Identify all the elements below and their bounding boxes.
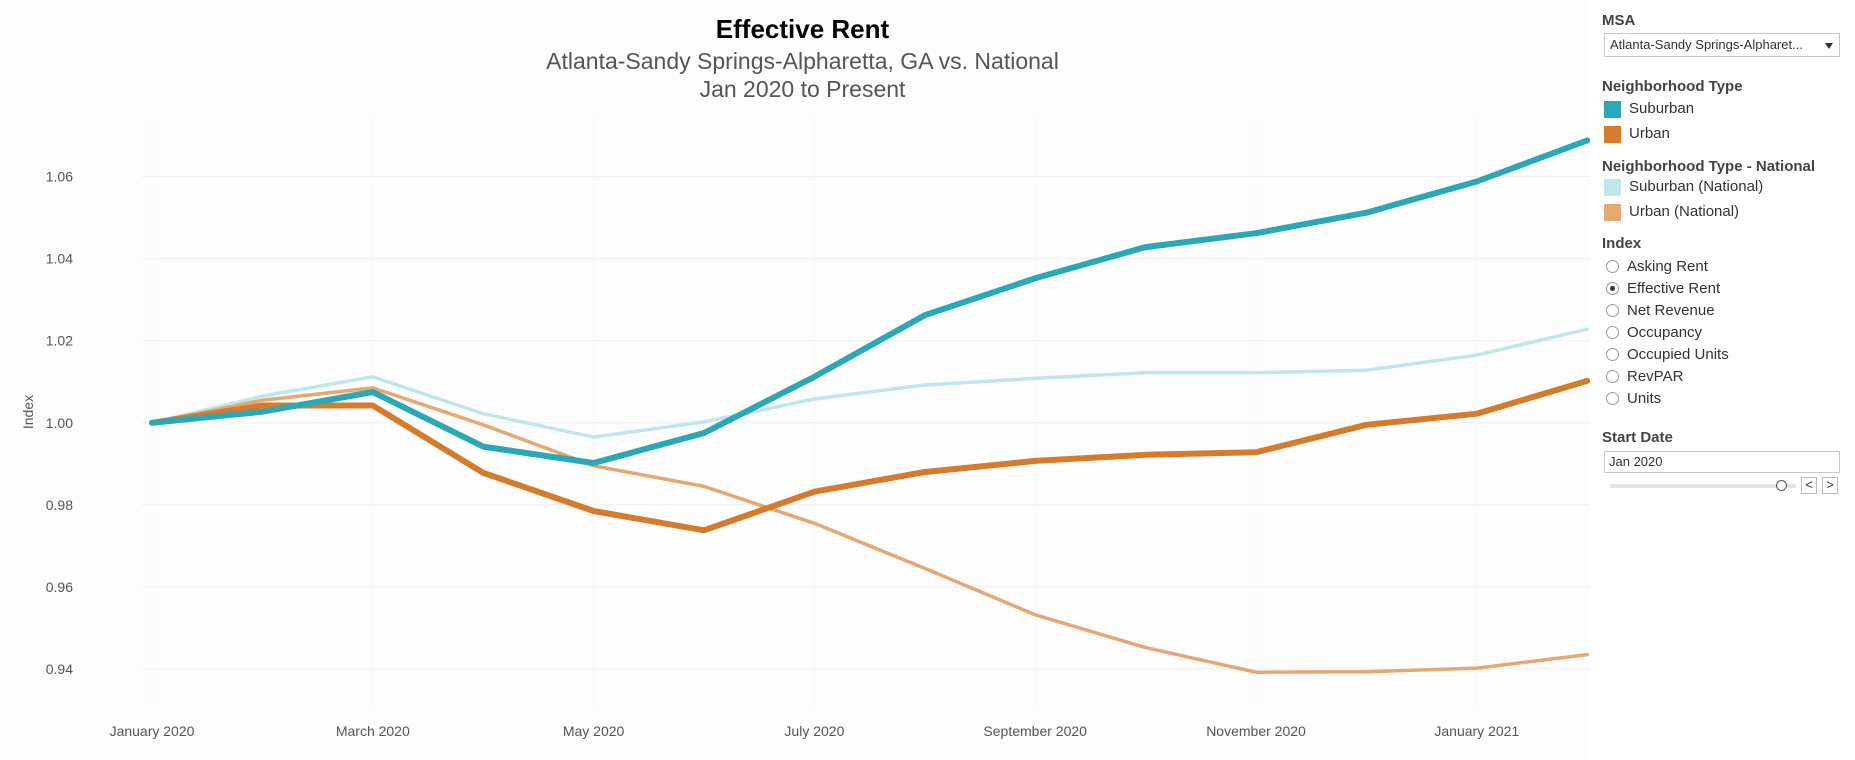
radio-label: Asking Rent	[1627, 257, 1708, 277]
legend-label: Suburban	[1629, 99, 1694, 119]
radio-button-selected	[1606, 282, 1619, 295]
y-tick-label: 1.02	[46, 333, 73, 349]
chart-title: Effective Rent	[0, 14, 1605, 45]
radio-button	[1606, 326, 1619, 339]
chart-area: 0.94 0.96 0.98 1.00 1.02 1.04 1.06 January 2020…	[0, 0, 1590, 760]
x-tick-label: September 2020	[983, 723, 1087, 739]
start-date-input[interactable]: Jan 2020	[1604, 451, 1840, 473]
filter-panel: MSA Atlanta-Sandy Springs-Alpharet... Ne…	[1600, 0, 1850, 760]
suburban-national-swatch	[1604, 179, 1621, 196]
start-date-slider-track[interactable]	[1610, 484, 1796, 488]
start-date-heading: Start Date	[1602, 429, 1673, 446]
index-heading: Index	[1602, 235, 1641, 252]
y-tick-label: 1.00	[46, 415, 73, 431]
radio-label: Occupancy	[1627, 323, 1702, 343]
y-tick-label: 1.04	[46, 251, 73, 267]
y-tick-label: 0.96	[46, 579, 73, 595]
radio-label: RevPAR	[1627, 367, 1683, 387]
x-tick-label: January 2020	[110, 723, 195, 739]
y-tick-label: 0.94	[46, 661, 73, 677]
radio-label: Units	[1627, 389, 1661, 409]
radio-button	[1606, 348, 1619, 361]
radio-label: Effective Rent	[1627, 279, 1720, 299]
urban-swatch	[1604, 126, 1621, 143]
neighborhood-type-national-heading: Neighborhood Type - National	[1602, 158, 1815, 175]
radio-button	[1606, 370, 1619, 383]
series-line-urban	[152, 381, 1587, 530]
previous-button[interactable]: <	[1801, 477, 1817, 494]
series-line-urban-national	[152, 388, 1587, 672]
legend-label: Urban (National)	[1629, 202, 1739, 222]
line-chart: 0.94 0.96 0.98 1.00 1.02 1.04 1.06 January 2020…	[0, 0, 1590, 760]
x-tick-label: July 2020	[784, 723, 844, 739]
radio-button	[1606, 392, 1619, 405]
chart-subtitle-period: Jan 2020 to Present	[0, 76, 1605, 103]
x-tick-label: November 2020	[1206, 723, 1306, 739]
y-tick-label: 0.98	[46, 497, 73, 513]
msa-dropdown[interactable]: Atlanta-Sandy Springs-Alpharet...	[1604, 33, 1840, 57]
suburban-swatch	[1604, 101, 1621, 118]
urban-national-swatch	[1604, 204, 1621, 221]
x-tick-label: January 2021	[1434, 723, 1519, 739]
chevron-down-icon	[1825, 43, 1833, 49]
series-line-suburban	[152, 140, 1587, 463]
next-button[interactable]: >	[1822, 477, 1838, 494]
radio-label: Occupied Units	[1627, 345, 1729, 365]
neighborhood-type-heading: Neighborhood Type	[1602, 78, 1743, 95]
y-tick-label: 1.06	[46, 169, 73, 185]
radio-button	[1606, 260, 1619, 273]
radio-button	[1606, 304, 1619, 317]
y-axis-label: Index	[20, 395, 36, 429]
msa-heading: MSA	[1602, 12, 1635, 29]
chart-subtitle-msa: Atlanta-Sandy Springs-Alpharetta, GA vs.…	[0, 48, 1605, 75]
msa-selected-value: Atlanta-Sandy Springs-Alpharet...	[1610, 34, 1820, 56]
start-date-slider-thumb[interactable]	[1776, 480, 1787, 491]
x-tick-label: May 2020	[563, 723, 625, 739]
x-tick-label: March 2020	[336, 723, 410, 739]
radio-label: Net Revenue	[1627, 301, 1715, 321]
legend-label: Suburban (National)	[1629, 177, 1763, 197]
legend-label: Urban	[1629, 124, 1670, 144]
